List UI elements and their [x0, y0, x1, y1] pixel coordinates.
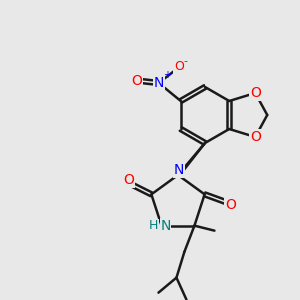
Text: O: O	[225, 198, 236, 212]
Text: +: +	[163, 70, 171, 80]
Text: N: N	[154, 76, 164, 90]
Text: N: N	[160, 219, 171, 233]
Text: O: O	[123, 173, 134, 187]
Text: O: O	[174, 61, 184, 74]
Text: O: O	[250, 130, 261, 144]
Text: O: O	[250, 86, 261, 100]
Text: -: -	[184, 56, 188, 66]
Text: H: H	[149, 219, 158, 232]
Text: N: N	[174, 163, 184, 177]
Text: O: O	[131, 74, 142, 88]
